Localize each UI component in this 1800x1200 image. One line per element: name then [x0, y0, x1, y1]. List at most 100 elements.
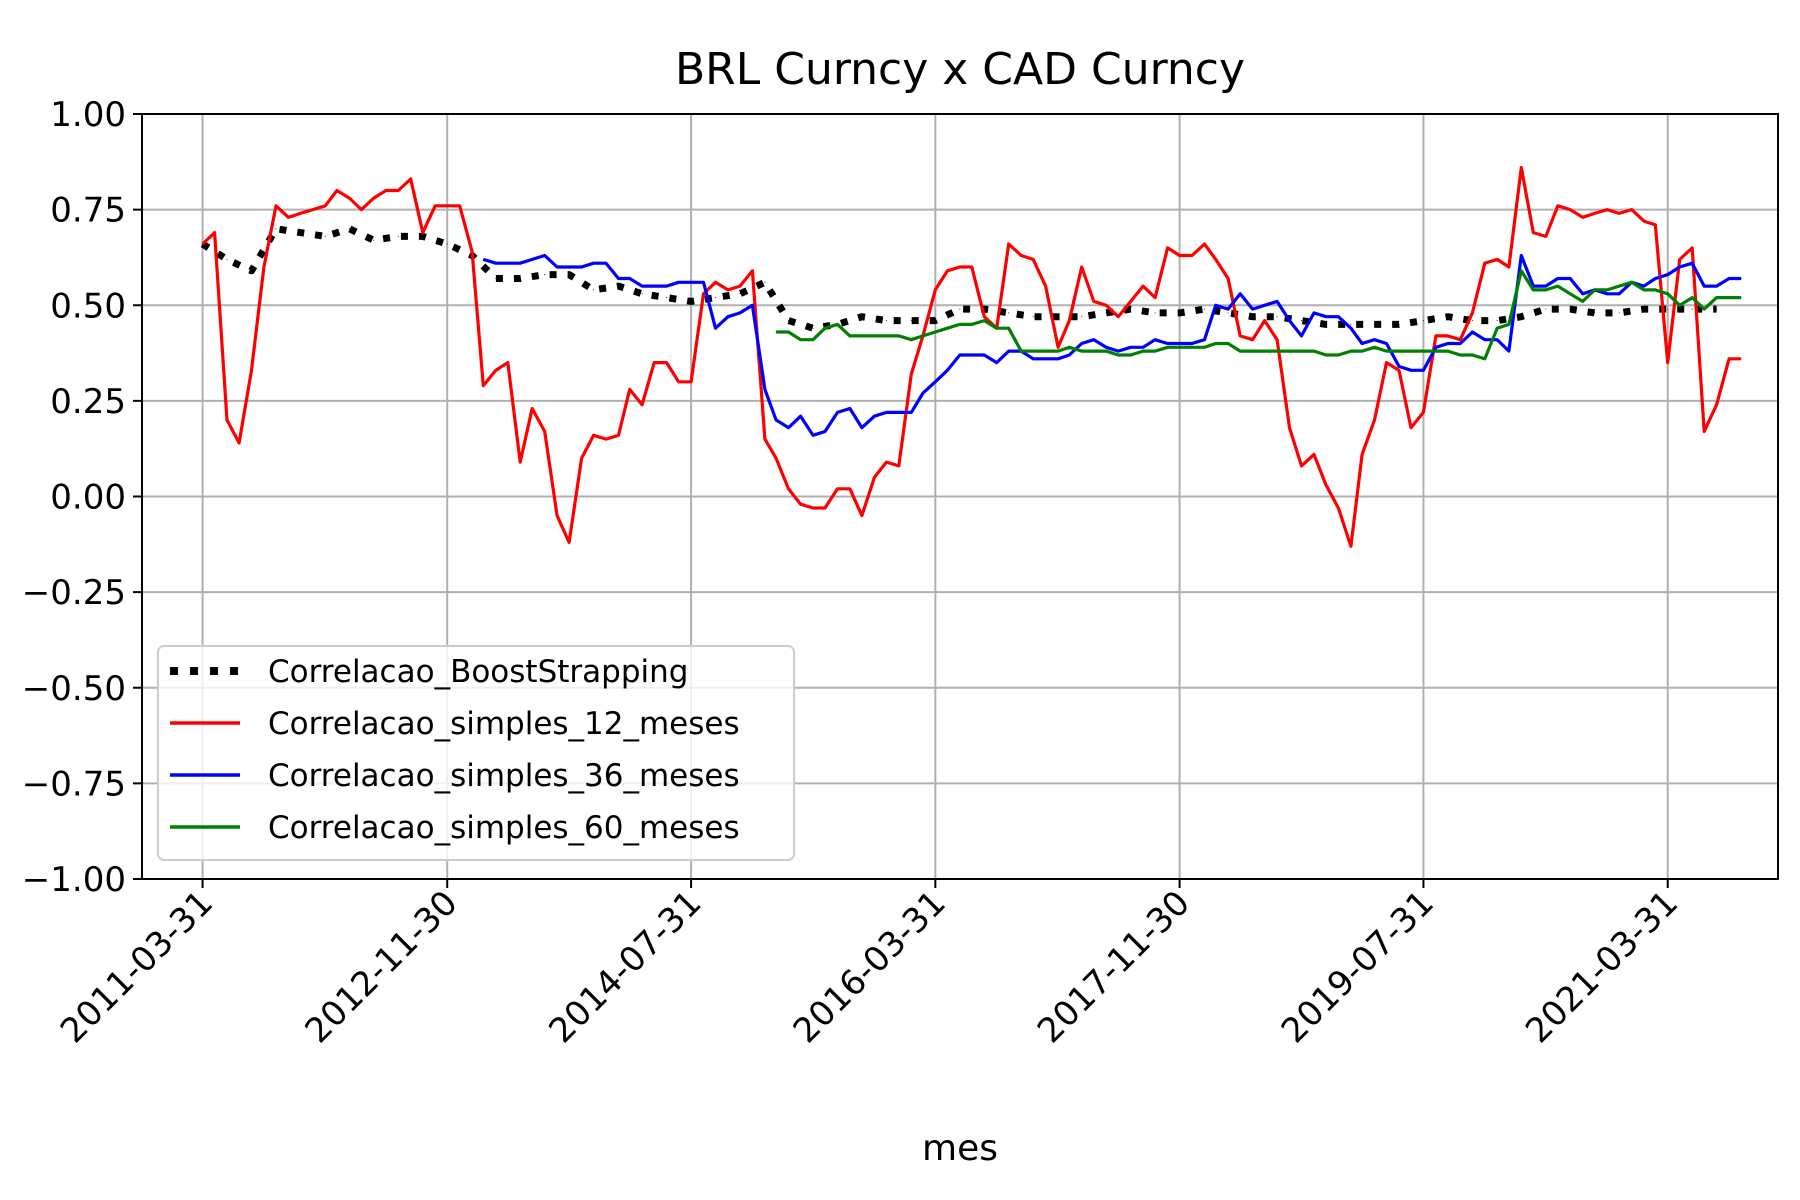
data-point: [1032, 358, 1034, 360]
data-point: [1594, 289, 1596, 291]
data-point: [1276, 339, 1278, 341]
data-point: [1179, 343, 1181, 344]
data-point: [495, 369, 497, 371]
data-point: [1337, 316, 1339, 318]
data-point: [1691, 247, 1693, 249]
data-point: [1471, 312, 1473, 314]
data-point: [861, 335, 863, 337]
data-point: [593, 262, 595, 264]
data-point: [1447, 316, 1449, 318]
data-point: [1728, 278, 1730, 279]
data-point: [422, 232, 424, 234]
data-point: [471, 251, 473, 253]
data-point: [1740, 358, 1742, 360]
data-point: [1301, 465, 1302, 467]
x-axis-label: mes: [922, 1128, 998, 1169]
data-point: [1374, 323, 1375, 325]
data-point: [1045, 350, 1047, 352]
data-point: [226, 419, 228, 421]
data-point: [666, 362, 668, 364]
series-line: [200, 225, 1717, 332]
data-point: [1361, 350, 1363, 352]
data-point: [1496, 258, 1498, 260]
data-point: [934, 320, 936, 322]
data-point: [1252, 350, 1254, 352]
data-point: [1068, 320, 1070, 322]
data-point: [1654, 289, 1656, 291]
data-point: [1204, 308, 1205, 310]
data-point: [1325, 316, 1327, 318]
data-point: [1130, 346, 1132, 348]
data-point: [1386, 350, 1387, 352]
data-point: [1215, 258, 1217, 260]
data-point: [1643, 308, 1645, 310]
data-point: [397, 190, 399, 191]
data-point: [1545, 235, 1547, 237]
data-point: [1154, 312, 1156, 314]
data-point: [1508, 350, 1510, 352]
data-point: [1508, 266, 1510, 268]
data-point: [1215, 343, 1217, 344]
data-point: [519, 278, 521, 279]
data-point: [544, 274, 546, 276]
data-point: [202, 243, 204, 245]
data-point: [1728, 297, 1730, 299]
data-point: [849, 488, 851, 490]
data-point: [764, 281, 766, 283]
data-point: [1105, 304, 1107, 306]
data-point: [1703, 285, 1705, 287]
data-point: [1471, 331, 1473, 333]
data-point: [1422, 350, 1424, 352]
data-point: [812, 434, 814, 436]
data-point: [1643, 285, 1645, 287]
series-line: [482, 253, 1742, 437]
series-line: [776, 269, 1742, 361]
data-point: [837, 488, 838, 490]
data-point: [605, 438, 607, 440]
data-point: [1716, 297, 1718, 299]
data-point: [299, 232, 301, 234]
data-point: [1227, 278, 1229, 279]
data-point: [703, 281, 704, 283]
data-point: [1532, 289, 1534, 291]
data-point: [1008, 243, 1010, 245]
data-point: [1179, 312, 1181, 314]
data-point: [1667, 308, 1669, 310]
y-tick-label: −1.00: [22, 860, 126, 900]
data-point: [1654, 278, 1656, 279]
data-point: [1337, 354, 1339, 356]
data-point: [360, 209, 362, 211]
data-point: [861, 316, 863, 318]
data-point: [1179, 346, 1181, 348]
data-point: [885, 461, 887, 463]
data-point: [1313, 350, 1315, 352]
data-point: [1167, 247, 1169, 249]
data-point: [885, 320, 887, 322]
data-point: [1252, 316, 1254, 318]
data-point: [1374, 419, 1375, 421]
data-point: [238, 442, 240, 444]
data-point: [495, 278, 497, 279]
data-point: [1667, 274, 1669, 276]
data-point: [1679, 266, 1681, 268]
data-point: [629, 388, 631, 390]
data-point: [1654, 224, 1656, 226]
data-point: [849, 335, 851, 337]
data-point: [873, 335, 875, 337]
data-point: [1191, 346, 1193, 348]
data-point: [1081, 350, 1083, 352]
data-point: [1239, 335, 1241, 337]
data-point: [531, 408, 533, 409]
y-tick-label: 0.25: [50, 382, 126, 422]
data-point: [764, 388, 766, 390]
data-point: [299, 212, 301, 214]
data-point: [1435, 335, 1437, 337]
data-point: [1252, 339, 1254, 341]
data-point: [1471, 320, 1473, 322]
data-point: [618, 285, 619, 287]
data-point: [824, 507, 826, 509]
data-point: [1191, 255, 1193, 256]
data-point: [1325, 484, 1327, 486]
data-point: [1227, 308, 1229, 310]
